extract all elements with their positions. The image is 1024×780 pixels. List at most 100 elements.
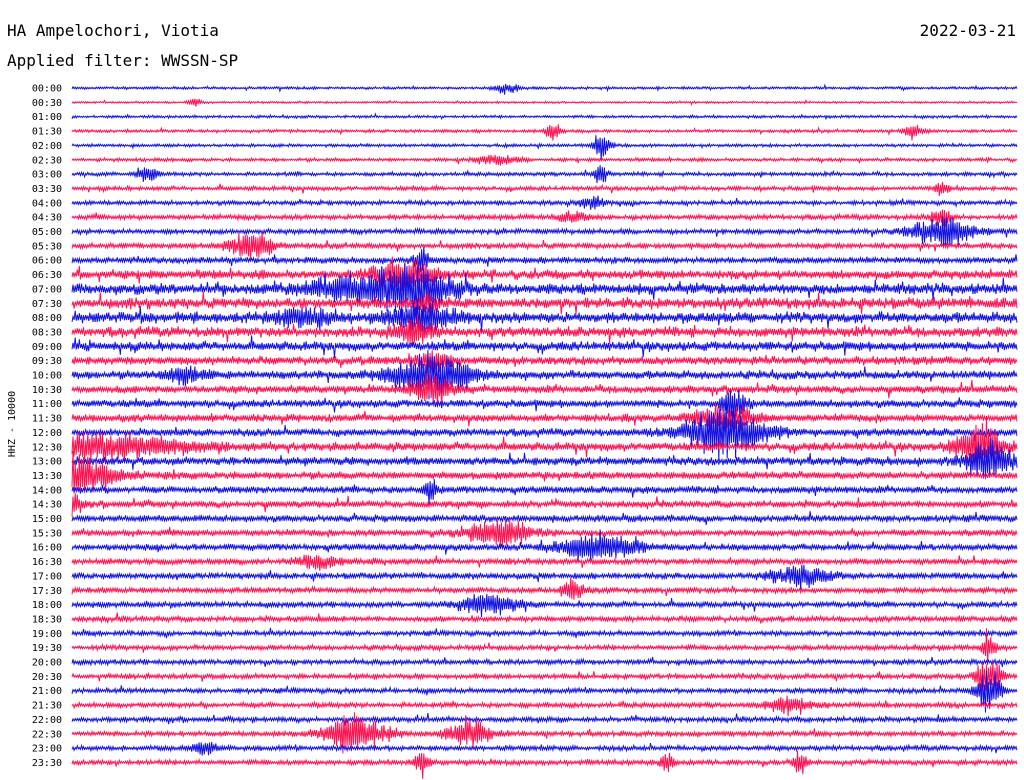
filter-label: Applied filter: WWSSN-SP [7,51,239,70]
time-tick-label: 16:30 [32,557,62,568]
time-tick-label: 05:00 [32,227,62,238]
seismic-trace-row [71,335,1018,358]
time-tick-label: 01:30 [32,127,62,138]
seismic-trace-row [71,154,1018,166]
time-tick-label: 00:30 [32,98,62,109]
seismic-trace-row [71,518,1018,548]
seismic-trace-row [71,437,1018,479]
seismic-trace-row [71,627,1018,639]
seismic-trace-row [71,564,1018,590]
seismic-trace-row [71,670,1018,713]
seismic-trace-row [71,415,1018,474]
station-title: HA Ampelochori, Viotia [7,21,219,40]
seismic-trace-row [71,299,1018,333]
time-tick-label: 04:00 [32,198,62,209]
time-tick-label: 14:00 [32,485,62,496]
time-tick-label: 13:30 [32,471,62,482]
seismic-trace-row [71,404,1018,461]
seismic-trace-row [71,450,1018,494]
seismic-trace-row [71,493,1018,517]
time-tick-label: 12:00 [32,428,62,439]
time-tick-label: 08:00 [32,313,62,324]
time-tick-label: 21:00 [32,686,62,697]
time-tick-label: 15:30 [32,528,62,539]
seismic-trace-row [71,390,1018,421]
seismic-trace-row [71,554,1018,571]
trace-group [71,83,1018,779]
time-tick-label: 14:30 [32,500,62,511]
seismic-trace-row [71,695,1018,717]
time-tick-label: 00:00 [32,84,62,95]
time-tick-label: 19:30 [32,643,62,654]
time-tick-label: 03:30 [32,184,62,195]
time-tick-label: 20:00 [32,658,62,669]
seismic-trace-row [71,529,1018,562]
time-tick-label: 22:30 [32,729,62,740]
time-tick-label: 09:30 [32,356,62,367]
time-tick-label: 11:30 [32,414,62,425]
seismic-trace-row [71,209,1018,227]
time-tick-label: 16:00 [32,543,62,554]
y-axis-label: HHZ - 10000 [7,391,18,457]
seismic-trace-row [71,135,1018,160]
seismic-trace-row [71,256,1018,292]
seismic-trace-row [71,165,1018,184]
time-tick-label: 09:00 [32,342,62,353]
time-tick-label: 23:30 [32,758,62,769]
time-tick-label: 07:00 [32,284,62,295]
seismic-trace-row [71,612,1018,624]
seismic-trace-row [71,314,1018,345]
time-tick-label: 02:30 [32,155,62,166]
seismic-trace-row [71,263,1018,319]
time-tick-label: 11:00 [32,399,62,410]
seismic-trace-row [71,712,1018,754]
seismic-trace-row [71,479,1018,505]
time-tick-label: 18:00 [32,600,62,611]
time-tick-label: 08:30 [32,327,62,338]
seismic-trace-row [71,291,1018,316]
time-tick-label: 15:00 [32,514,62,525]
seismic-trace-row [71,577,1018,600]
seismic-trace-row [71,181,1018,197]
time-tick-label: 13:00 [32,457,62,468]
seismic-trace-row [71,741,1018,756]
time-tick-label: 10:30 [32,385,62,396]
time-tick-label: 18:30 [32,614,62,625]
seismic-trace-row [71,661,1018,692]
time-tick-label: 12:30 [32,442,62,453]
time-tick-label: 23:00 [32,744,62,755]
seismic-trace-row [71,246,1018,273]
time-tick-label: 19:00 [32,629,62,640]
time-tick-label: 07:30 [32,299,62,310]
time-tick-label: 21:30 [32,701,62,712]
seismic-trace-row [71,593,1018,618]
seismic-trace-row [71,124,1018,141]
time-tick-label: 22:00 [32,715,62,726]
seismic-trace-row [71,713,1018,726]
time-tick-label: 17:30 [32,586,62,597]
seismic-trace-row [71,112,1018,121]
seismic-trace-row [71,350,1018,372]
seismic-trace-row [71,231,1018,263]
date-label: 2022-03-21 [919,21,1016,40]
time-tick-label: 04:30 [32,213,62,224]
time-tick-label: 03:00 [32,170,62,181]
time-tick-label: 10:00 [32,371,62,382]
time-tick-label: 02:00 [32,141,62,152]
time-tick-label: 20:30 [32,672,62,683]
seismic-trace-row [71,195,1018,210]
time-tick-label: 05:30 [32,241,62,252]
time-tick-label: 01:00 [32,112,62,123]
time-tick-labels: 00:00 00:30 01:00 01:30 02:00 02:30 03:00 03:30… [32,84,62,769]
time-tick-label: 06:00 [32,256,62,267]
seismic-trace-row [71,628,1018,666]
time-tick-label: 17:00 [32,571,62,582]
seismic-trace-row [71,83,1018,95]
seismic-trace-row [71,216,1018,249]
seismic-trace-row [71,656,1018,668]
seismic-trace-row [71,98,1018,107]
seismic-trace-row [71,511,1018,525]
seismic-trace-row [71,750,1018,779]
seismic-trace-row [71,402,1018,434]
